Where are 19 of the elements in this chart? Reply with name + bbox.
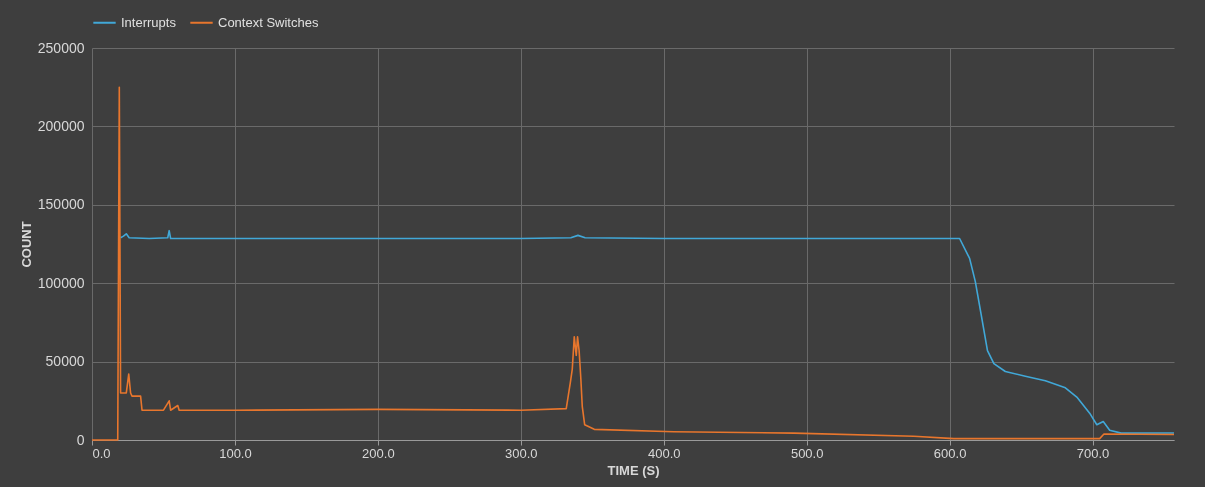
- x-tick-label: 500.0: [790, 445, 824, 461]
- legend-label: Interrupts: [121, 14, 177, 30]
- x-tick-label: 200.0: [362, 445, 395, 461]
- y-axis-title: COUNT: [18, 221, 34, 268]
- x-tick-label: 300.0: [505, 445, 538, 461]
- y-tick-label: 0: [76, 431, 85, 448]
- y-tick-label: 200000: [37, 117, 85, 134]
- x-tick-label: 600.0: [933, 445, 967, 461]
- y-tick-label: 250000: [37, 39, 85, 56]
- x-tick-label: 0.0: [92, 445, 111, 461]
- y-tick-label: 100000: [37, 274, 85, 291]
- x-tick-label: 100.0: [219, 445, 252, 461]
- x-axis-title: TIME (S): [607, 462, 660, 478]
- y-tick-label: 50000: [45, 353, 85, 370]
- y-tick-label: 150000: [37, 196, 85, 213]
- legend-label: Context Switches: [218, 14, 319, 30]
- line-series: [119, 229, 1175, 434]
- x-tick-label: 700.0: [1076, 445, 1110, 461]
- x-tick-label: 400.0: [647, 445, 681, 461]
